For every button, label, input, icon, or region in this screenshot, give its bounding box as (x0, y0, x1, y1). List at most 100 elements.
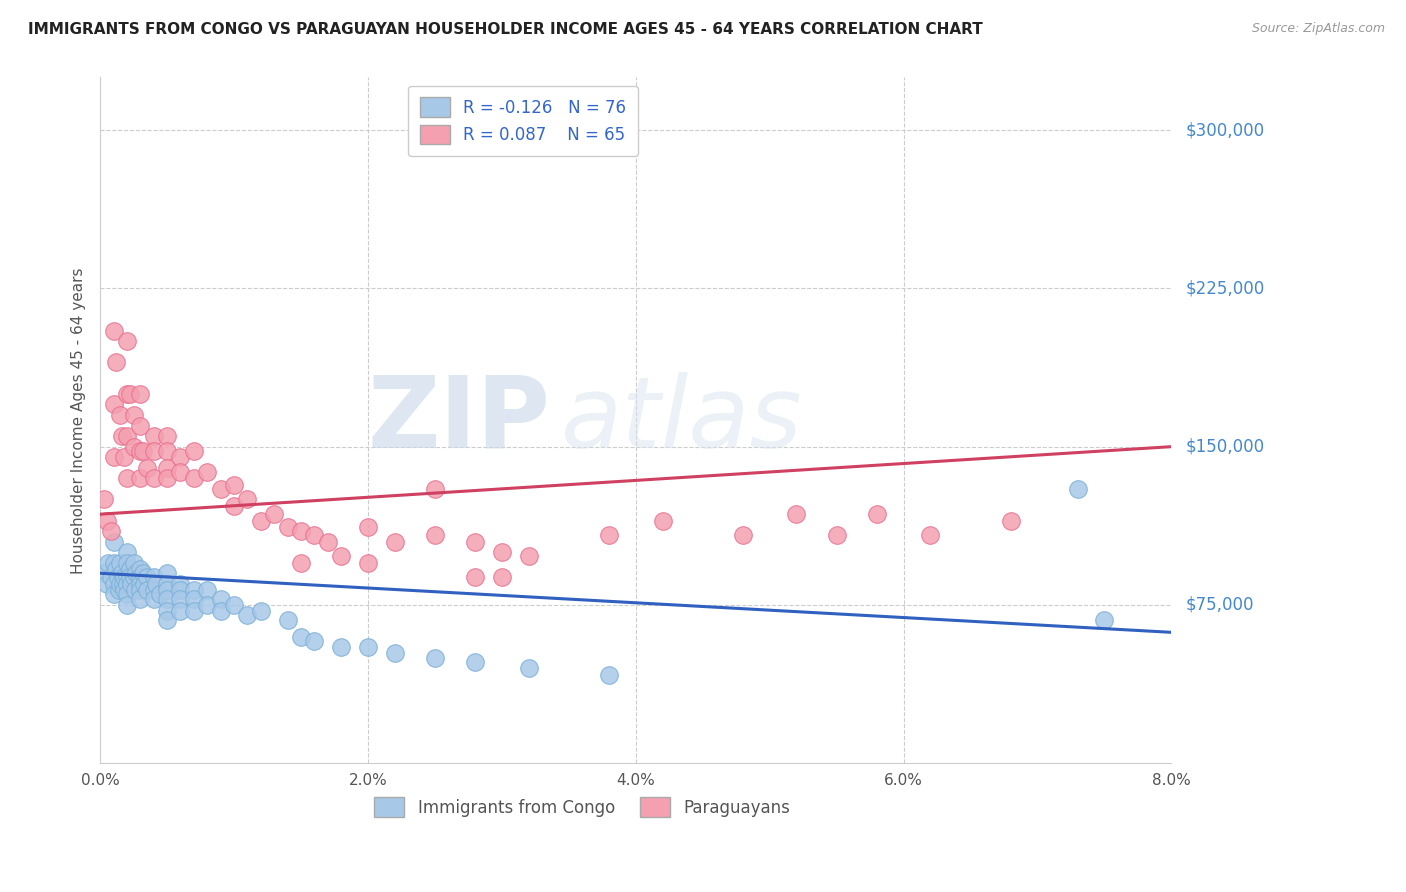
Point (115, 570, 138, 584)
Point (866, 507, 889, 521)
Point (183, 591, 205, 606)
Point (169, 465, 191, 479)
Point (93, 566, 115, 581)
Point (93, 492, 115, 507)
Point (464, 534, 486, 549)
Point (111, 576, 134, 591)
Point (183, 443, 205, 458)
Text: $150,000: $150,000 (1185, 438, 1264, 456)
Point (825, 528, 848, 542)
Point (920, 528, 942, 542)
Point (103, 556, 125, 570)
Point (598, 528, 620, 542)
Text: IMMIGRANTS FROM CONGO VS PARAGUAYAN HOUSEHOLDER INCOME AGES 45 - 64 YEARS CORREL: IMMIGRANTS FROM CONGO VS PARAGUAYAN HOUS… (28, 22, 983, 37)
Point (1000, 514, 1022, 528)
Point (169, 591, 191, 606)
Point (277, 520, 299, 534)
Point (651, 514, 673, 528)
Point (110, 566, 132, 581)
Point (236, 608, 259, 623)
Text: atlas: atlas (561, 372, 803, 469)
Point (156, 460, 179, 475)
Point (249, 604, 271, 618)
Point (122, 570, 145, 584)
Point (124, 583, 146, 598)
Point (132, 443, 155, 458)
Point (145, 576, 167, 591)
Point (118, 570, 141, 584)
Point (115, 556, 138, 570)
Point (357, 556, 380, 570)
Point (129, 570, 152, 584)
Point (183, 604, 205, 618)
Text: $300,000: $300,000 (1185, 121, 1264, 139)
Point (100, 524, 122, 538)
Point (103, 576, 125, 591)
Point (103, 324, 125, 338)
Point (132, 566, 155, 581)
Point (110, 408, 132, 422)
Point (96, 576, 118, 591)
Point (156, 583, 179, 598)
Point (277, 613, 299, 627)
Point (136, 570, 159, 584)
Point (112, 583, 135, 598)
Point (423, 482, 446, 496)
Point (169, 583, 191, 598)
Point (129, 418, 152, 433)
Point (183, 471, 205, 485)
Point (236, 492, 259, 507)
Point (290, 630, 312, 644)
Point (156, 566, 179, 581)
Point (115, 587, 138, 601)
Point (120, 576, 142, 591)
Point (118, 562, 141, 576)
Point (142, 429, 165, 443)
Point (304, 633, 326, 648)
Point (290, 524, 312, 538)
Point (156, 604, 179, 618)
Point (517, 549, 540, 564)
Point (110, 576, 132, 591)
Point (195, 465, 218, 479)
Point (209, 604, 232, 618)
Legend: Immigrants from Congo, Paraguayans: Immigrants from Congo, Paraguayans (367, 791, 797, 823)
Point (142, 591, 165, 606)
Point (464, 570, 486, 584)
Point (491, 545, 513, 559)
Text: $75,000: $75,000 (1185, 596, 1254, 614)
Point (357, 520, 380, 534)
Point (423, 650, 446, 665)
Point (105, 355, 128, 369)
Point (156, 443, 179, 458)
Point (316, 534, 339, 549)
Point (142, 443, 165, 458)
Point (209, 591, 232, 606)
Point (115, 598, 138, 612)
Point (122, 440, 145, 454)
Point (129, 583, 152, 598)
Text: ZIP: ZIP (367, 372, 550, 469)
Point (1066, 482, 1088, 496)
Point (103, 587, 125, 601)
Point (222, 499, 245, 513)
Point (103, 450, 125, 465)
Point (142, 471, 165, 485)
Point (142, 570, 165, 584)
Point (142, 583, 165, 598)
Point (115, 334, 138, 348)
Point (110, 429, 132, 443)
Point (330, 549, 353, 564)
Text: Source: ZipAtlas.com: Source: ZipAtlas.com (1251, 22, 1385, 36)
Point (100, 570, 122, 584)
Point (156, 429, 179, 443)
Point (357, 640, 380, 654)
Point (785, 507, 807, 521)
Point (129, 562, 152, 576)
Point (731, 528, 754, 542)
Point (169, 576, 191, 591)
Point (169, 450, 191, 465)
Point (115, 576, 138, 591)
Point (149, 587, 172, 601)
Point (156, 591, 179, 606)
